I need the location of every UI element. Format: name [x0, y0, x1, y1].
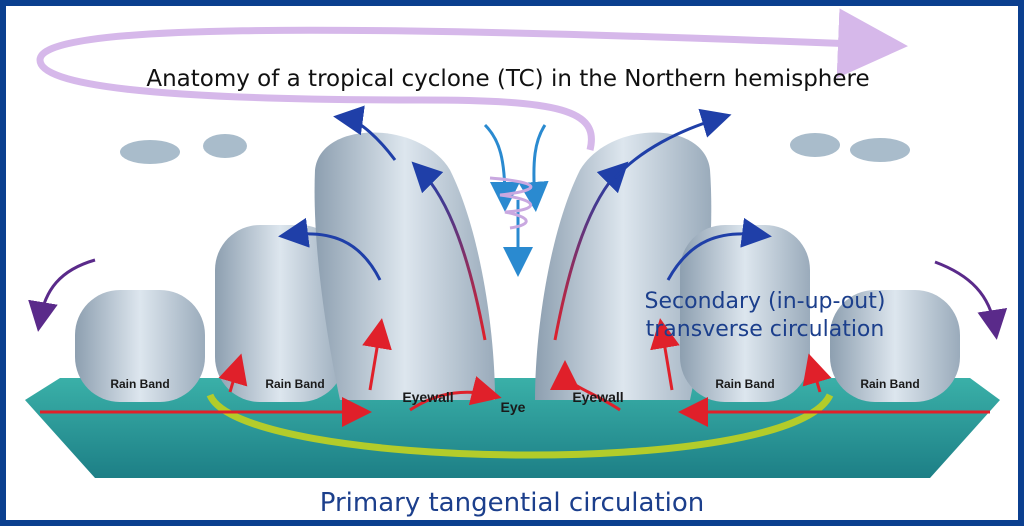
secondary-label: transverse circulation [646, 317, 885, 342]
rain-band-label: Rain Band [110, 377, 169, 391]
rain-band-label: Rain Band [265, 377, 324, 391]
eye-label: Eye [501, 399, 526, 415]
rain-band-label: Rain Band [715, 377, 774, 391]
title: Anatomy of a tropical cyclone (TC) in th… [146, 66, 869, 92]
eyewall-label: Eyewall [572, 389, 623, 405]
primary-label: Primary tangential circulation [320, 488, 705, 518]
eyewall-label: Eyewall [402, 389, 453, 405]
diagram: Anatomy of a tropical cyclone (TC) in th… [0, 0, 1024, 526]
secondary-label: Secondary (in-up-out) [645, 289, 886, 314]
rain-band-label: Rain Band [860, 377, 919, 391]
